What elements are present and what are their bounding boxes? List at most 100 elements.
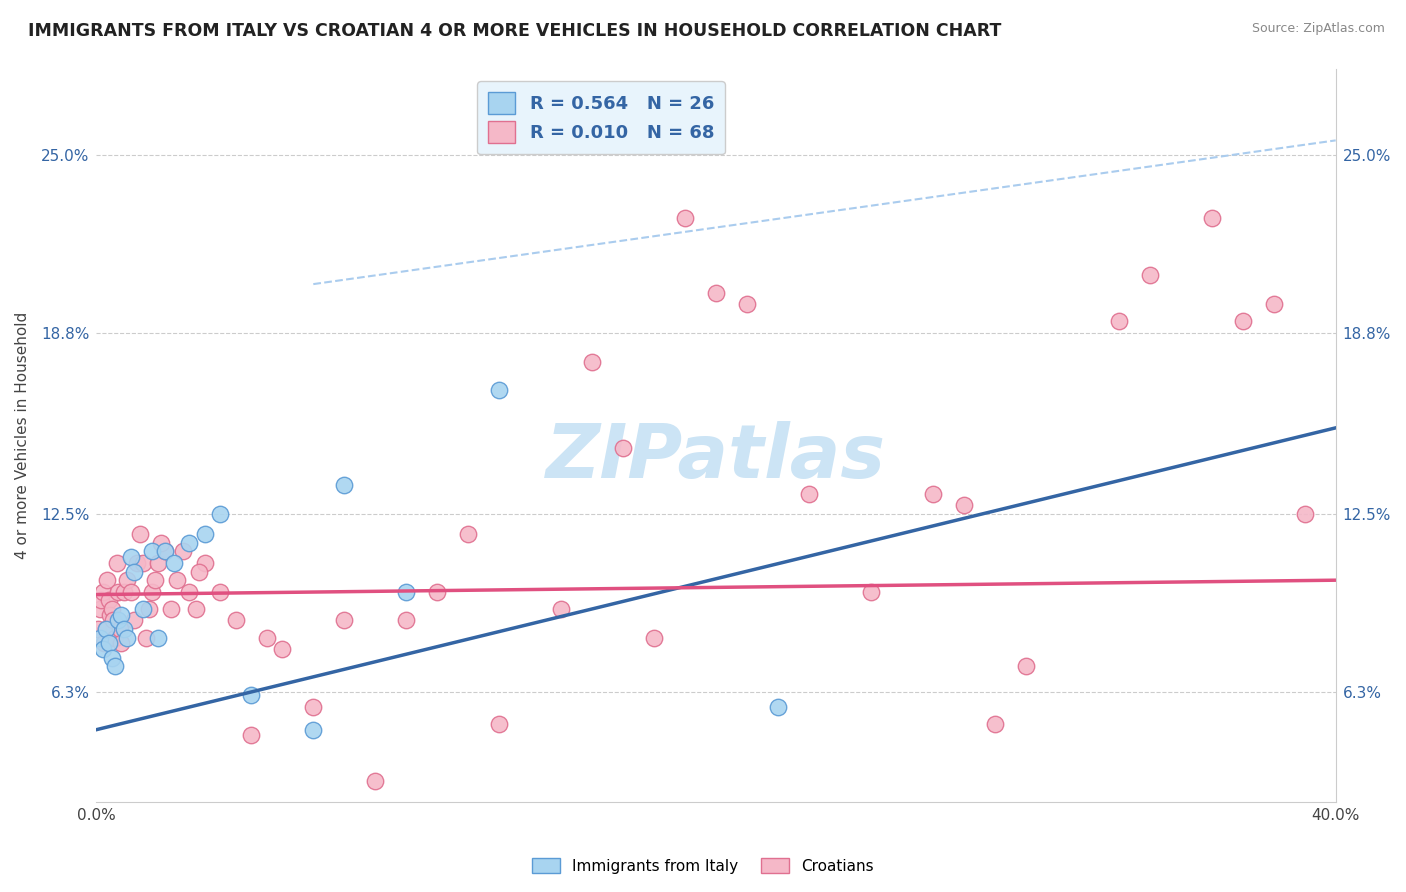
Point [110,636,132,650]
Point [122,614,145,628]
Point [120,550,142,565]
Point [103,614,125,628]
Point [93,636,115,650]
Text: ZIPatlas: ZIPatlas [546,420,886,493]
Point [766,699,789,714]
Point [101,650,124,665]
Point [488,384,510,398]
Point [735,297,758,311]
Point [100,607,122,622]
Point [488,717,510,731]
Point [117,631,139,645]
Legend: Immigrants from Italy, Croatians: Immigrants from Italy, Croatians [526,852,880,880]
Point [96,573,118,587]
Point [179,536,201,550]
Point [89,631,111,645]
Text: Source: ZipAtlas.com: Source: ZipAtlas.com [1251,22,1385,36]
Point [122,565,145,579]
Point [97,593,120,607]
Point [302,699,325,714]
Point [132,602,155,616]
Point [302,723,325,737]
Point [426,584,449,599]
Point [184,602,207,616]
Point [179,584,201,599]
Point [209,584,232,599]
Point [148,556,170,570]
Point [395,614,418,628]
Point [194,556,217,570]
Point [108,622,131,636]
Point [120,584,142,599]
Point [859,584,882,599]
Point [581,355,603,369]
Point [132,556,155,570]
Point [112,622,135,636]
Point [395,584,418,599]
Point [187,565,209,579]
Point [107,584,129,599]
Point [107,614,129,628]
Point [1263,297,1285,311]
Point [148,631,170,645]
Point [240,728,263,742]
Point [141,544,163,558]
Point [612,441,634,455]
Point [673,211,696,225]
Point [457,527,479,541]
Point [172,544,194,558]
Point [91,584,114,599]
Point [97,636,120,650]
Point [333,614,356,628]
Point [94,622,117,636]
Point [1015,659,1038,673]
Point [105,556,128,570]
Point [271,642,294,657]
Point [128,527,150,541]
Point [117,573,139,587]
Point [1108,314,1130,328]
Point [953,499,976,513]
Point [153,544,176,558]
Point [364,774,387,789]
Y-axis label: 4 or more Vehicles in Household: 4 or more Vehicles in Household [15,311,30,558]
Point [166,573,188,587]
Point [89,602,111,616]
Point [91,642,114,657]
Point [1232,314,1254,328]
Point [90,593,112,607]
Point [704,285,727,300]
Point [138,602,160,616]
Point [104,631,127,645]
Point [194,527,217,541]
Point [87,622,110,636]
Point [256,631,278,645]
Point [101,602,124,616]
Point [333,478,356,492]
Text: IMMIGRANTS FROM ITALY VS CROATIAN 4 OR MORE VEHICLES IN HOUSEHOLD CORRELATION CH: IMMIGRANTS FROM ITALY VS CROATIAN 4 OR M… [28,22,1001,40]
Point [153,544,176,558]
Point [163,556,186,570]
Point [104,659,127,673]
Point [1139,268,1161,283]
Point [643,631,665,645]
Point [1201,211,1223,225]
Point [110,607,132,622]
Point [240,688,263,702]
Point [209,507,232,521]
Point [143,573,166,587]
Point [225,614,247,628]
Point [125,556,148,570]
Point [922,487,945,501]
Point [984,717,1007,731]
Point [797,487,820,501]
Point [159,602,181,616]
Point [550,602,572,616]
Point [112,584,135,599]
Legend: R = 0.564   N = 26, R = 0.010   N = 68: R = 0.564 N = 26, R = 0.010 N = 68 [477,81,725,154]
Point [1294,507,1316,521]
Point [135,631,157,645]
Point [94,622,117,636]
Point [150,536,173,550]
Point [141,584,163,599]
